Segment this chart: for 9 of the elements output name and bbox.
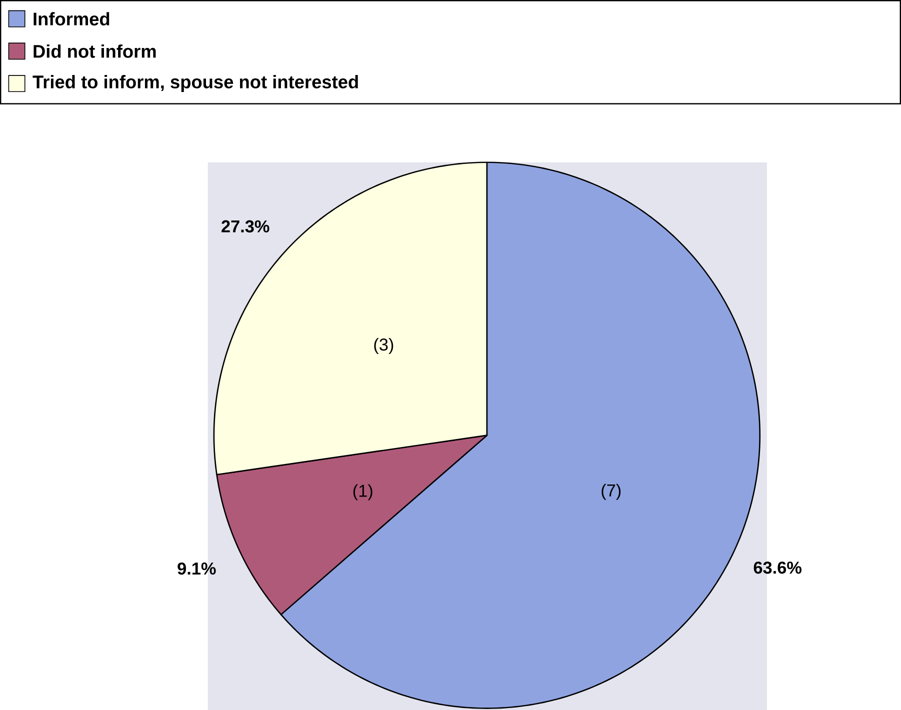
legend-label: Tried to inform, spouse not interested (32, 74, 358, 92)
data-label: 9.1% (178, 562, 216, 575)
text: (1) (353, 484, 372, 500)
data-label: 27.3% (222, 220, 270, 232)
legend-label: Informed (34, 12, 110, 26)
text: (7) (602, 484, 621, 500)
data-label: 63.6% (754, 561, 802, 574)
legend-label: Did not inform (34, 44, 156, 58)
text: (3) (374, 338, 394, 354)
